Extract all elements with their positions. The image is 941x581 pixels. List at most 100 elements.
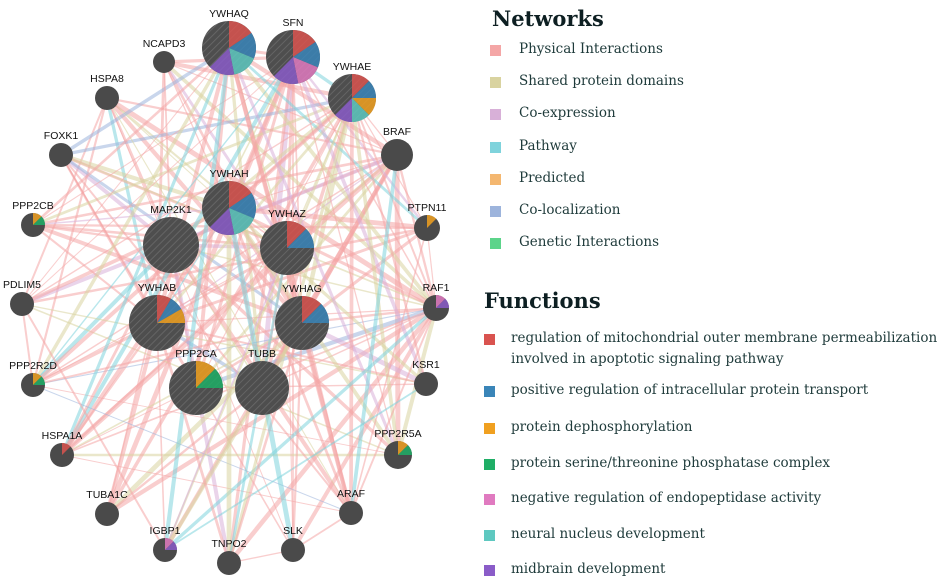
legend-item-protein-transport: positive regulation of intracellular pro… (511, 382, 869, 398)
network-edge (21, 303, 427, 385)
node-araf[interactable]: ARAF (337, 488, 365, 525)
node-hspa1a[interactable]: HSPA1A (42, 430, 83, 467)
legend-item-protein-dephosphorylation: protein dephosphorylation (511, 419, 693, 435)
node-ncapd3[interactable]: NCAPD3 (143, 38, 186, 73)
node-label: PPP2CB (12, 200, 53, 212)
node-function-slice (352, 81, 376, 98)
node-function-slice (229, 48, 254, 75)
legend-item-mitochondrial-permeabilization: regulation of mitochondrial outer membra… (511, 330, 938, 346)
node-ppp2r5a[interactable]: PPP2R5A (374, 428, 422, 469)
network-edge (31, 97, 109, 386)
node-circle (95, 502, 119, 526)
node-ywhaq[interactable]: YWHAQ (202, 8, 256, 75)
functions-legend-heading: Functions (484, 288, 601, 313)
node-ywhag[interactable]: YWHAG (275, 283, 329, 350)
node-label: YWHAG (282, 283, 322, 295)
node-foxk1[interactable]: FOXK1 (44, 130, 79, 167)
node-circle (49, 143, 73, 167)
node-tubb[interactable]: TUBB (235, 348, 289, 415)
node-circle (235, 361, 289, 415)
legend-item-pathway: Pathway (519, 138, 577, 154)
network-edge (21, 47, 230, 305)
node-label: TNPO2 (211, 538, 246, 550)
node-function-slice (273, 57, 299, 84)
node-label: ARAF (337, 488, 365, 500)
node-ppp2cb[interactable]: PPP2CB (12, 200, 54, 237)
node-slk[interactable]: SLK (281, 525, 305, 562)
node-ksr1[interactable]: KSR1 (412, 359, 440, 396)
node-function-slice (157, 309, 185, 323)
node-function-slice (293, 30, 316, 57)
node-ywhae[interactable]: YWHAE (328, 61, 376, 122)
node-label: TUBA1C (86, 489, 128, 501)
node-label: YWHAE (333, 61, 372, 73)
node-label: SLK (283, 525, 303, 537)
node-tnpo2[interactable]: TNPO2 (211, 538, 247, 575)
node-map2k1[interactable]: MAP2K1 (143, 204, 199, 273)
node-braf[interactable]: BRAF (381, 126, 413, 171)
node-function-slice (229, 208, 254, 235)
legend-swatch-genetic-interactions (490, 238, 501, 249)
node-circle (339, 501, 363, 525)
network-edge (351, 97, 437, 309)
legend-swatch-co-localization (490, 206, 501, 217)
legend-swatch-protein-transport (484, 386, 495, 397)
network-edge (164, 247, 288, 551)
gene-network-diagram: YWHAQ SFN NCAPD3 YWHAE HSPA8 BRAF FOXK1 YWHAH PP… (3, 8, 450, 575)
node-function-slice (436, 295, 446, 308)
node-function-slice (33, 373, 42, 385)
legend-item-neural-nucleus: neural nucleus development (511, 526, 705, 542)
node-ywhaz[interactable]: YWHAZ (260, 208, 314, 275)
network-edge (286, 247, 294, 551)
network-edge (21, 97, 108, 305)
network-edges (21, 46, 438, 565)
legend-item-endopeptidase: negative regulation of endopeptidase act… (511, 490, 822, 506)
node-igbp1[interactable]: IGBP1 (150, 525, 181, 562)
node-tuba1c[interactable]: TUBA1C (86, 489, 128, 526)
legend-item-predicted: Predicted (519, 170, 586, 186)
legend-panel: Networks Physical Interactions Shared pr… (470, 0, 941, 581)
node-ywhah[interactable]: YWHAH (202, 168, 256, 235)
node-ppp2r2d[interactable]: PPP2R2D (9, 360, 57, 397)
network-nodes: YWHAQ SFN NCAPD3 YWHAE HSPA8 BRAF FOXK1 YWHAH PP… (3, 8, 450, 575)
node-function-slice (33, 213, 42, 225)
network-edge (162, 61, 289, 249)
network-edge (60, 244, 173, 456)
node-circle (143, 217, 199, 273)
network-edge (350, 97, 428, 385)
node-function-slice (196, 361, 216, 388)
node-function-slice (352, 98, 376, 115)
network-edge (60, 46, 230, 157)
node-label: HSPA8 (90, 73, 124, 85)
node-function-slice (157, 298, 182, 323)
node-label: IGBP1 (150, 525, 181, 537)
node-label: FOXK1 (44, 130, 79, 142)
node-function-slice (62, 443, 71, 455)
node-circle (217, 551, 241, 575)
network-edge (291, 56, 428, 385)
network-edge (292, 56, 399, 456)
node-ppp2ca[interactable]: PPP2CA (169, 348, 223, 415)
node-raf1[interactable]: RAF1 (423, 282, 450, 321)
legend-swatch-co-expression (490, 109, 501, 120)
node-function-slice (157, 295, 171, 323)
legend-item-co-localization: Co-localization (519, 202, 621, 218)
node-function-slice (229, 21, 252, 48)
node-ywhab[interactable]: YWHAB (129, 282, 185, 351)
legend-item-genetic-interactions: Genetic Interactions (519, 234, 660, 250)
network-edge (60, 154, 437, 309)
node-label: SFN (283, 17, 304, 29)
node-circle (153, 51, 175, 73)
node-sfn[interactable]: SFN (266, 17, 320, 84)
legend-item-phosphatase-complex: protein serine/threonine phosphatase com… (511, 455, 831, 471)
node-ptpn11[interactable]: PTPN11 (408, 202, 447, 241)
network-edge (105, 321, 304, 516)
node-circle (281, 538, 305, 562)
node-function-slice (352, 98, 369, 122)
node-function-slice (352, 74, 369, 98)
node-function-slice (302, 296, 322, 323)
node-pdlim5[interactable]: PDLIM5 (3, 279, 41, 316)
node-function-slice (293, 57, 318, 84)
node-function-slice (209, 48, 235, 75)
node-hspa8[interactable]: HSPA8 (90, 73, 124, 110)
